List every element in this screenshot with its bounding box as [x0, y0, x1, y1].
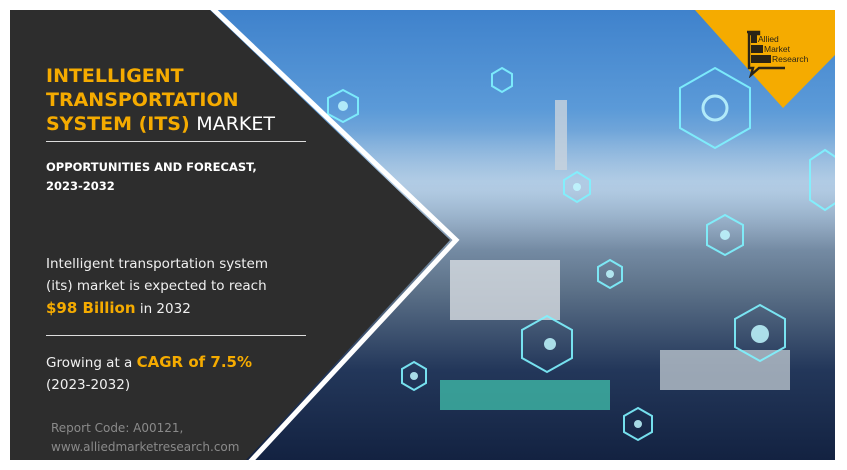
- market-value: $98 Billion: [46, 299, 136, 317]
- cagr-value: CAGR of 7.5%: [136, 353, 252, 371]
- footer: Report Code: A00121, www.alliedmarketres…: [51, 419, 239, 457]
- page-title: INTELLIGENT TRANSPORTATION SYSTEM (ITS) …: [46, 65, 275, 135]
- divider: [46, 335, 306, 336]
- cloud-hex-icon: [734, 303, 786, 363]
- allied-market-research-logo: Allied Market Research: [747, 30, 809, 78]
- subtitle: OPPORTUNITIES AND FORECAST, 2023-2032: [46, 160, 257, 193]
- network-hex-icon: [706, 213, 744, 257]
- infographic: Allied Market Research INTELLIGENT TRANS…: [10, 10, 835, 460]
- forecast-text: Intelligent transportation system (its) …: [46, 256, 269, 317]
- satellite-hex-icon: [521, 314, 573, 374]
- svg-text:Market: Market: [764, 44, 791, 54]
- website-link: www.alliedmarketresearch.com: [51, 440, 240, 454]
- svg-text:Allied: Allied: [758, 34, 779, 44]
- speedometer-hex-icon: [679, 66, 751, 150]
- svg-text:Research: Research: [772, 54, 809, 64]
- growth-text: Growing at a CAGR of 7.5% (2023-2032): [46, 353, 252, 393]
- divider: [46, 141, 306, 142]
